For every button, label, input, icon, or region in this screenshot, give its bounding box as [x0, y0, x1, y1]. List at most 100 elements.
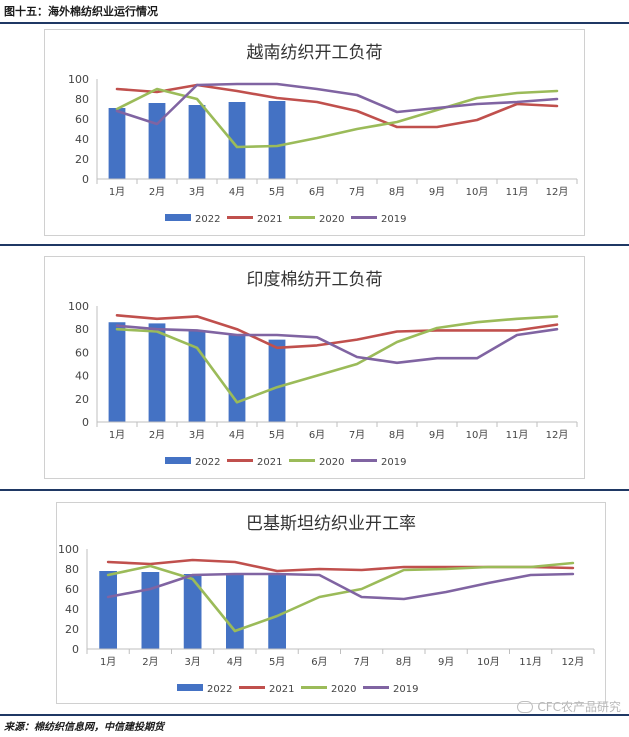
x-tick-label: 8月 — [396, 656, 412, 668]
line-series-2019 — [115, 82, 559, 126]
x-tick-label: 4月 — [229, 186, 245, 198]
x-tick-label: 11月 — [506, 186, 529, 198]
x-tick-label: 1月 — [109, 429, 125, 441]
bar-2022 — [108, 108, 126, 179]
x-tick-label: 9月 — [429, 429, 445, 441]
y-tick-label: 20 — [75, 393, 89, 406]
x-tick-label: 6月 — [309, 429, 325, 441]
x-tick-label: 10月 — [466, 429, 489, 441]
x-tick-label: 7月 — [349, 186, 365, 198]
chart-vietnam: 越南纺织开工负荷 0 20 40 60 80 100 1月 2月 3月 4月 5月 6月 7月 8月 9月 10… — [44, 29, 585, 236]
x-tick-label: 3月 — [189, 186, 205, 198]
legend-label-2020: 2020 — [331, 684, 356, 695]
chart-svg: 印度棉纺开工负荷 0 20 40 60 80 100 1月 2月 3月 4月 5月 6月 7月 8月 9月 10… — [68, 270, 578, 468]
x-tick-label: 4月 — [227, 656, 243, 668]
bar-2022 — [141, 572, 160, 649]
x-tick-label: 9月 — [438, 656, 454, 668]
bar-2022 — [228, 335, 246, 422]
chart-title: 巴基斯坦纺织业开工率 — [246, 514, 416, 534]
source-note: 来源：棉纺织信息网，中信建投期货 — [4, 722, 164, 733]
line-series-2019 — [106, 572, 575, 601]
y-tick-label: 0 — [82, 173, 89, 186]
legend-label-2022: 2022 — [207, 684, 232, 695]
x-tick-label: 7月 — [349, 429, 365, 441]
chart-india: 印度棉纺开工负荷 0 20 40 60 80 100 1月 2月 3月 4月 5月 6月 7月 8月 9月 10… — [44, 256, 585, 479]
x-tick-label: 4月 — [229, 429, 245, 441]
chart-svg: 越南纺织开工负荷 0 20 40 60 80 100 1月 2月 3月 4月 5月 6月 7月 8月 9月 10… — [68, 43, 578, 225]
x-tick-label: 8月 — [389, 186, 405, 198]
y-tick-label: 100 — [68, 73, 89, 86]
legend-label-2022: 2022 — [195, 457, 220, 468]
legend-label-2021: 2021 — [269, 684, 294, 695]
x-tick-label: 2月 — [149, 186, 165, 198]
legend-swatch-2022 — [177, 684, 203, 691]
chart-title: 越南纺织开工负荷 — [247, 43, 383, 63]
x-tick-label: 9月 — [429, 186, 445, 198]
y-tick-label: 40 — [75, 133, 89, 146]
y-tick-label: 100 — [58, 543, 79, 556]
x-tick-label: 12月 — [562, 656, 585, 668]
bar-2022 — [148, 103, 166, 179]
x-tick-label: 2月 — [149, 429, 165, 441]
line-series-2021 — [106, 558, 575, 573]
line-series-2021 — [115, 83, 559, 129]
legend-label-2021: 2021 — [257, 214, 282, 225]
x-tick-label: 10月 — [477, 656, 500, 668]
legend-label-2019: 2019 — [381, 457, 406, 468]
x-tick-label: 5月 — [269, 656, 285, 668]
legend-label-2022: 2022 — [195, 214, 220, 225]
header-rule — [0, 22, 629, 24]
legend-label-2021: 2021 — [257, 457, 282, 468]
x-tick-label: 1月 — [109, 186, 125, 198]
y-tick-label: 60 — [65, 583, 79, 596]
line-series-2020 — [106, 561, 575, 633]
y-tick-label: 40 — [75, 370, 89, 383]
y-tick-label: 60 — [75, 113, 89, 126]
chart-title: 印度棉纺开工负荷 — [247, 270, 383, 290]
y-tick-label: 20 — [75, 153, 89, 166]
watermark: CFC农产品研究 — [517, 698, 621, 715]
x-tick-label: 3月 — [184, 656, 200, 668]
line-series-2020 — [115, 315, 559, 404]
bar-2022 — [268, 339, 286, 422]
y-tick-label: 20 — [65, 623, 79, 636]
chart-pakistan: 巴基斯坦纺织业开工率 0 20 40 60 80 100 1月 2月 3月 4月 5月 6月 7月 8月 9月… — [56, 502, 606, 704]
x-tick-label: 2月 — [142, 656, 158, 668]
bar-2022 — [148, 323, 166, 422]
line-series-2019 — [115, 324, 559, 365]
bar-2022 — [108, 322, 126, 422]
x-tick-label: 6月 — [309, 186, 325, 198]
line-series-2020 — [115, 87, 559, 149]
x-tick-label: 10月 — [466, 186, 489, 198]
x-tick-label: 3月 — [189, 429, 205, 441]
y-tick-label: 40 — [65, 603, 79, 616]
legend-label-2020: 2020 — [319, 457, 344, 468]
legend-swatch-2022 — [165, 457, 191, 464]
x-tick-label: 5月 — [269, 429, 285, 441]
bar-2022 — [188, 105, 206, 179]
bar-2022 — [268, 101, 286, 179]
wechat-icon — [517, 700, 534, 713]
y-tick-label: 0 — [82, 416, 89, 429]
figure-title: 图十五：海外棉纺织业运行情况 — [4, 5, 158, 18]
y-tick-label: 0 — [72, 643, 79, 656]
line-series-2021 — [115, 313, 559, 350]
x-tick-label: 7月 — [353, 656, 369, 668]
divider-rule-2 — [0, 489, 629, 491]
legend-label-2020: 2020 — [319, 214, 344, 225]
bar-2022 — [99, 571, 117, 649]
chart-svg: 巴基斯坦纺织业开工率 0 20 40 60 80 100 1月 2月 3月 4月 5月 6月 7月 8月 9月… — [58, 514, 595, 695]
bar-2022 — [228, 102, 246, 179]
x-tick-label: 12月 — [546, 186, 569, 198]
legend-swatch-2022 — [165, 214, 191, 221]
x-tick-label: 11月 — [519, 656, 542, 668]
y-tick-label: 60 — [75, 346, 89, 359]
watermark-text: CFC农产品研究 — [537, 700, 621, 714]
x-tick-label: 1月 — [100, 656, 116, 668]
legend-label-2019: 2019 — [381, 214, 406, 225]
x-tick-label: 5月 — [269, 186, 285, 198]
y-tick-label: 80 — [65, 563, 79, 576]
x-tick-label: 6月 — [311, 656, 327, 668]
x-tick-label: 12月 — [546, 429, 569, 441]
y-tick-label: 100 — [68, 300, 89, 313]
